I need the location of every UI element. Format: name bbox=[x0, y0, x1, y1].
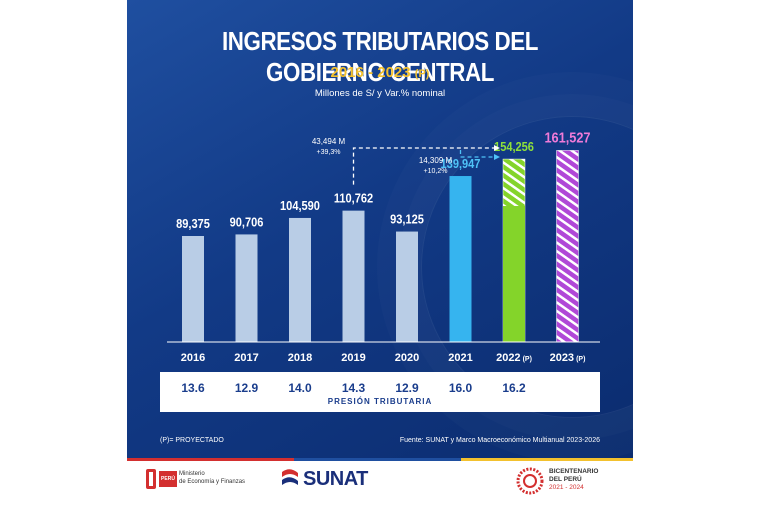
tick-label-2021: 2021 bbox=[448, 352, 472, 364]
color-stripe bbox=[127, 458, 633, 461]
subtitle-projection-mark: (P) bbox=[414, 68, 430, 80]
value-label-2021: 139,947 bbox=[441, 156, 481, 171]
arrow-2019-2022 bbox=[352, 147, 494, 185]
value-label-2022: 154,256 bbox=[494, 139, 534, 154]
tax-pressure-value-2016: 13.6 bbox=[181, 381, 205, 395]
sunat-logo-icon bbox=[282, 469, 298, 485]
source-note: Fuente: SUNAT y Marco Macroeconómico Mul… bbox=[399, 437, 600, 444]
tick-suffix-2023: (P) bbox=[576, 356, 585, 363]
value-label-2018: 104,590 bbox=[280, 198, 320, 213]
tick-label-2022: 2022 (P) bbox=[496, 352, 532, 364]
tick-label-2017: 2017 bbox=[234, 352, 258, 364]
tick-suffix-2022: (P) bbox=[523, 356, 532, 363]
bicentenario-years: 2021 - 2024 bbox=[549, 484, 584, 491]
tick-label-2020: 2020 bbox=[395, 352, 419, 364]
ministry-line-1: Ministerio bbox=[179, 471, 205, 477]
tax-pressure-value-2020: 12.9 bbox=[395, 381, 419, 395]
tax-pressure-value-2021: 16.0 bbox=[448, 381, 473, 395]
tax-pressure-value-2017: 12.9 bbox=[234, 381, 259, 395]
arrowhead-2021-2022 bbox=[494, 154, 500, 160]
value-label-2023: 161,527 bbox=[544, 128, 590, 145]
value-label-2019: 110,762 bbox=[334, 191, 374, 206]
projection-note: (P)= PROYECTADO bbox=[160, 437, 224, 444]
tick-label-2016: 2016 bbox=[181, 352, 205, 364]
bar-2017 bbox=[235, 234, 258, 342]
subtitle-years: 2016 - 2023 bbox=[330, 64, 411, 81]
tax-pressure-label: PRESIÓN TRIBUTARIA bbox=[327, 397, 433, 406]
bar-2019 bbox=[342, 210, 365, 342]
sunat-logo-text: SUNAT bbox=[303, 468, 368, 490]
bicentenario-line-2: DEL PERÚ bbox=[549, 476, 582, 483]
chart-title: INGRESOS TRIBUTARIOS DEL GOBIERNO CENTRA… bbox=[222, 26, 538, 87]
bar-2016 bbox=[182, 236, 204, 342]
tax-pressure-value-2018: 14.0 bbox=[288, 381, 312, 395]
bar-2018 bbox=[289, 217, 311, 342]
bicentenario-line-1: BICENTENARIO bbox=[549, 468, 599, 475]
bar-2023 bbox=[556, 150, 579, 343]
annotation-change-2: +10,2% bbox=[424, 168, 448, 175]
annotation-amount-2: 14,309 M bbox=[419, 156, 453, 165]
bar-2022-base bbox=[503, 206, 525, 342]
ministry-name: Ministerio de Economía y Finanzas bbox=[179, 470, 249, 486]
peru-label: PERÚ bbox=[159, 471, 177, 487]
bar-2020 bbox=[396, 231, 418, 342]
arrowhead-2019-2022 bbox=[494, 145, 500, 151]
value-label-2017: 90,706 bbox=[230, 215, 264, 230]
annotation-change-1: +39,3% bbox=[317, 149, 341, 156]
bar-2021 bbox=[449, 176, 472, 342]
annotation-amount-1: 43,494 M bbox=[312, 137, 346, 146]
value-label-2016: 89,375 bbox=[176, 216, 210, 231]
bicentenario-text: BICENTENARIO DEL PERÚ 2021 - 2024 bbox=[549, 468, 629, 492]
tick-label-2023: 2023 (P) bbox=[550, 352, 586, 364]
chart-units: Millones de S/ y Var.% nominal bbox=[314, 88, 446, 99]
tick-label-2019: 2019 bbox=[341, 352, 365, 364]
bicentenario-logo-icon bbox=[516, 467, 544, 495]
tick-label-2018: 2018 bbox=[288, 352, 312, 364]
ministry-line-2: de Economía y Finanzas bbox=[179, 479, 246, 485]
tax-pressure-value-2019: 14.3 bbox=[341, 381, 366, 395]
tax-pressure-value-2022: 16.2 bbox=[502, 381, 526, 395]
tax-pressure-panel: PRESIÓN TRIBUTARIA 13.6 12.9 14.0 14.3 12.9 1… bbox=[160, 372, 600, 412]
arrow-2021-2022 bbox=[459, 150, 494, 158]
logo-strip: PERÚ Ministerio de Economía y Finanzas S… bbox=[127, 458, 633, 507]
chart-subtitle: 2016 - 2023 (P) bbox=[127, 64, 633, 81]
infographic-card: INGRESOS TRIBUTARIOS DEL GOBIERNO CENTRA… bbox=[127, 0, 633, 458]
peru-shield-icon bbox=[146, 469, 156, 489]
value-label-2020: 93,125 bbox=[390, 212, 424, 227]
